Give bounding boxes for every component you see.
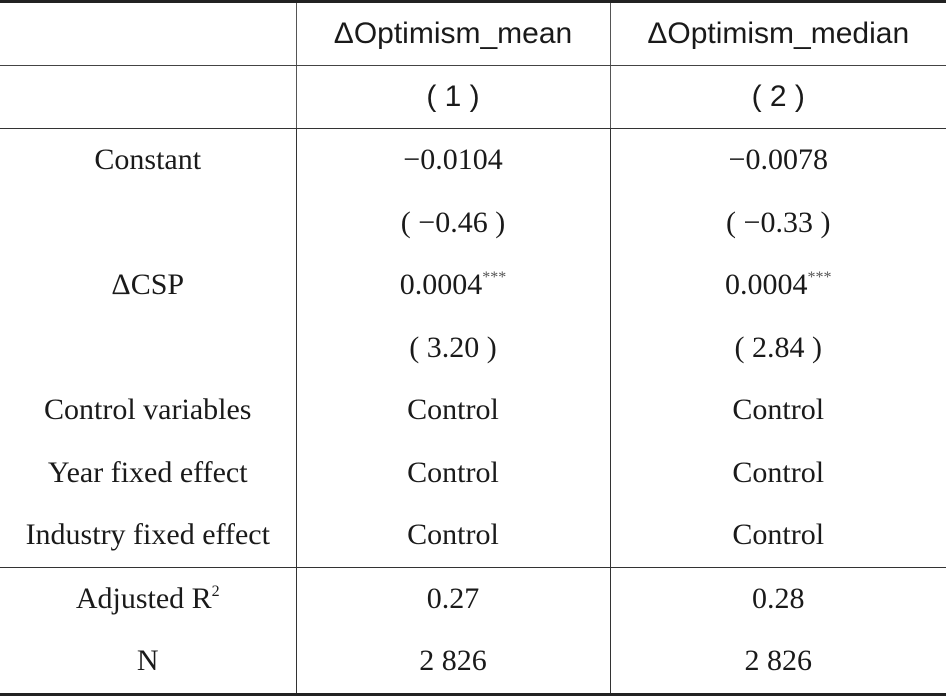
header-optimism-median: ΔOptimism_median xyxy=(610,0,946,66)
cell-tstat: ( 3.20 ) xyxy=(296,316,611,379)
row-label xyxy=(0,191,297,254)
header-row-numbers: ( 1 ) ( 2 ) xyxy=(0,65,946,129)
table-row-constant-tstat: ( −0.46 ) ( −0.33 ) xyxy=(0,191,946,254)
cell-tstat: ( −0.46 ) xyxy=(296,191,611,254)
row-label: Constant xyxy=(0,128,297,192)
cell-value: Control xyxy=(610,504,946,568)
cell-value: Control xyxy=(296,504,611,568)
header-row-variables: ΔOptimism_mean ΔOptimism_median xyxy=(0,0,946,66)
table-row-industry-fixed-effect: Industry fixed effect Control Control xyxy=(0,504,946,568)
row-label: Year fixed effect xyxy=(0,441,297,504)
table-row-year-fixed-effect: Year fixed effect Control Control xyxy=(0,441,946,504)
row-label: N xyxy=(0,630,297,696)
row-label: Adjusted R2 xyxy=(0,567,297,630)
significance-stars: *** xyxy=(482,269,507,287)
cell-value: Control xyxy=(296,379,611,442)
table-row-control-variables: Control variables Control Control xyxy=(0,379,946,442)
header-number-1: ( 1 ) xyxy=(296,65,611,129)
header-number-empty xyxy=(0,65,297,129)
table-row-n: N 2 826 2 826 xyxy=(0,630,946,696)
cell-value: 0.0004*** xyxy=(725,268,832,302)
cell-tstat: ( 2.84 ) xyxy=(734,330,822,364)
row-label: Control variables xyxy=(0,379,297,442)
header-optimism-mean: ΔOptimism_mean xyxy=(296,0,611,66)
cell-value: −0.0078 xyxy=(728,143,828,177)
cell-value: Control xyxy=(732,455,825,489)
significance-stars: *** xyxy=(807,269,832,287)
cell-value: 2 826 xyxy=(296,630,611,696)
cell-value: Control xyxy=(296,441,611,504)
row-label: Industry fixed effect xyxy=(0,504,297,568)
table-row-csp-tstat: ( 3.20 ) ( 2.84 ) xyxy=(0,316,946,379)
cell-tstat: ( −0.33 ) xyxy=(726,205,831,239)
cell-value: 0.27 xyxy=(296,567,611,630)
table-row-csp: ΔCSP 0.0004*** 0.0004*** xyxy=(0,254,946,317)
header-number-2: ( 2 ) xyxy=(610,65,946,129)
row-label: ΔCSP xyxy=(0,254,297,317)
header-cell-empty xyxy=(0,0,297,66)
table-row-adjusted-r2: Adjusted R2 0.27 0.28 xyxy=(0,567,946,630)
cell-value: 2 826 xyxy=(610,630,946,696)
cell-value: 0.28 xyxy=(752,581,805,615)
cell-value: Control xyxy=(732,393,825,427)
row-label xyxy=(0,316,297,379)
table-row-constant: Constant −0.0104 −0.0078 xyxy=(0,128,946,192)
cell-value: 0.0004*** xyxy=(296,254,611,317)
cell-value: −0.0104 xyxy=(296,128,611,192)
